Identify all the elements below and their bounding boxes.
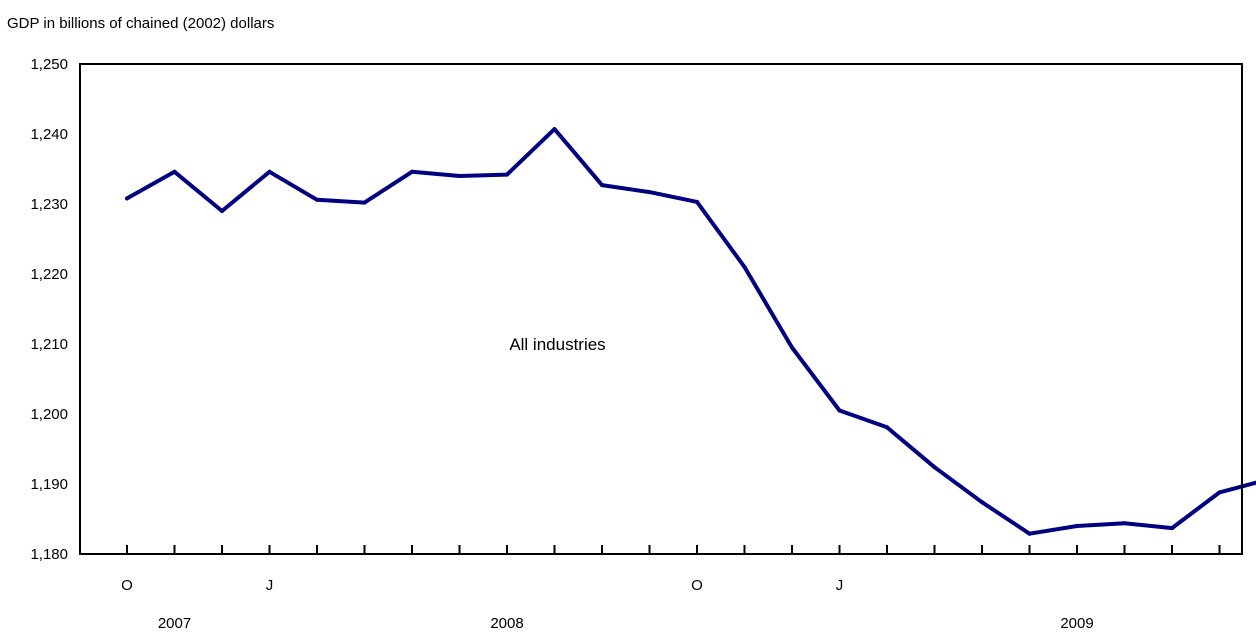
data-point	[268, 170, 272, 174]
data-point	[173, 170, 177, 174]
plot-frame	[80, 64, 1242, 554]
data-point	[1170, 526, 1174, 530]
data-point	[933, 465, 937, 469]
x-month-label: O	[691, 577, 703, 594]
x-year-label: 2007	[158, 615, 191, 632]
data-point	[220, 209, 224, 213]
x-month-label: J	[836, 577, 844, 594]
data-point	[505, 173, 509, 177]
x-month-label: J	[266, 577, 274, 594]
x-month-label: O	[121, 577, 133, 594]
data-point	[125, 196, 129, 200]
data-point	[648, 190, 652, 194]
data-point	[1123, 521, 1127, 525]
data-point	[1075, 524, 1079, 528]
data-point	[885, 425, 889, 429]
data-point	[695, 200, 699, 204]
data-point	[410, 170, 414, 174]
y-tick-label: 1,220	[30, 266, 68, 283]
data-point	[315, 198, 319, 202]
series-line-all-industries	[127, 129, 1256, 534]
annotations: All industries	[509, 335, 605, 354]
y-axis: 1,180 1,190 1,200 1,210 1,220 1,230 1,240 1,250	[30, 56, 68, 563]
y-tick-label: 1,180	[30, 546, 68, 563]
data-point	[980, 500, 984, 504]
data-point	[600, 183, 604, 187]
x-year-label: 2008	[490, 615, 523, 632]
data-point	[838, 409, 842, 413]
data-point	[553, 127, 557, 131]
y-tick-label: 1,200	[30, 406, 68, 423]
x-axis: OJOJO200720082009	[121, 545, 1256, 632]
data-point	[1218, 490, 1222, 494]
y-tick-label: 1,210	[30, 336, 68, 353]
x-year-label: 2009	[1060, 615, 1093, 632]
y-tick-label: 1,230	[30, 196, 68, 213]
data-point	[790, 346, 794, 350]
y-tick-label: 1,250	[30, 56, 68, 73]
data-point	[1028, 532, 1032, 536]
data-point	[363, 201, 367, 205]
data-point	[743, 265, 747, 269]
y-tick-label: 1,190	[30, 476, 68, 493]
y-axis-label: GDP in billions of chained (2002) dollar…	[7, 15, 274, 32]
y-tick-label: 1,240	[30, 126, 68, 143]
data-point	[458, 174, 462, 178]
series-annotation: All industries	[509, 335, 605, 354]
